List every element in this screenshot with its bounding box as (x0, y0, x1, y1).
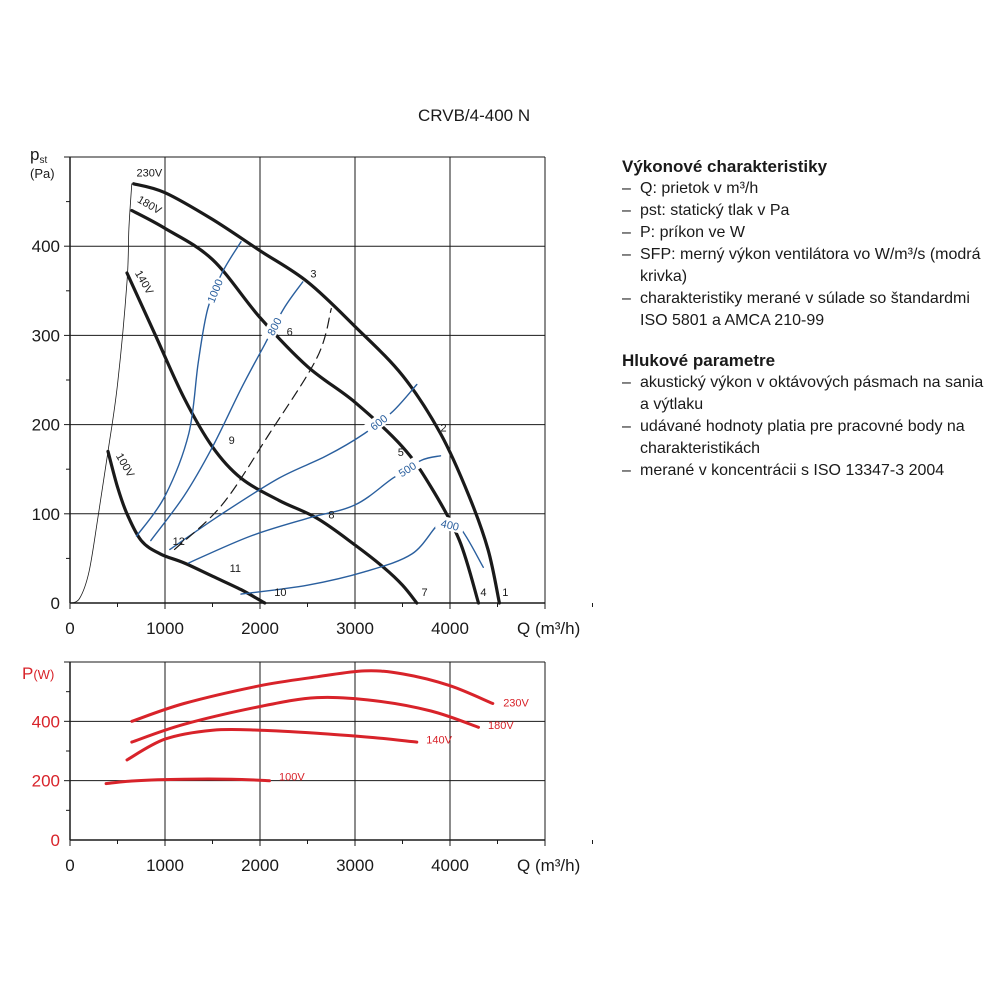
sfp-curve-500 (188, 455, 442, 564)
y-tick-label: 0 (51, 594, 60, 613)
point-label: 8 (328, 509, 334, 521)
limit-curve (69, 183, 133, 604)
sfp-label-bg (363, 408, 394, 436)
pressure-chart: 0 1000 2000 3000 4000 0 100 200 300 400 Q (m³/h) 10… (30, 145, 593, 638)
point-label: 12 (173, 536, 185, 548)
curve-label: 100V (113, 451, 137, 480)
legend-panel: Výkonové charakteristiky Q: prietok v m³/… (622, 156, 994, 482)
point-label: 11 (230, 563, 241, 575)
sfp-label: 1000 (206, 278, 226, 305)
sfp-curve-800 (150, 281, 304, 542)
x-tick-label: 2000 (241, 856, 279, 875)
legend-list: Q: prietok v m³/hpst: statický tlak v Pa… (622, 178, 994, 332)
legend-item: Q: prietok v m³/h (622, 178, 994, 200)
y-tick-label: 200 (32, 416, 60, 435)
y-axis-label-main: p (30, 145, 39, 164)
series-180V (130, 208, 481, 605)
x-tick-label: 4000 (431, 856, 469, 875)
y-axis-label-main: P (22, 664, 33, 683)
sfp-label-bg (261, 310, 287, 342)
curve-label: 180V (488, 720, 514, 732)
legend-item: pst: statický tlak v Pa (622, 200, 994, 222)
x-tick-label: 3000 (336, 856, 374, 875)
curve-label: 140V (426, 735, 452, 747)
legend-item: charakteristiky merané v súlade so štand… (622, 288, 994, 332)
x-tick-label: 3000 (336, 619, 374, 638)
point-label: 1 (502, 587, 508, 599)
legend-heading: Výkonové charakteristiky (622, 157, 828, 176)
legend-item: P: príkon ve W (622, 222, 994, 244)
series-230V (132, 182, 501, 605)
power-chart: 0 1000 2000 3000 4000 0 200 400 Q (m³/h) 230V 180V… (22, 661, 593, 875)
y-tick-label: 400 (32, 237, 60, 256)
y-tick-label: 300 (32, 326, 60, 345)
y-axis-unit: (W) (33, 667, 54, 682)
curve-label: 100V (279, 772, 305, 784)
series-230V (130, 669, 495, 723)
curve-label: 230V (503, 698, 529, 710)
y-axis-label-sub: st (39, 155, 47, 166)
point-label: 5 (398, 447, 404, 459)
legend-item: SFP: merný výkon ventilátora vo W/m³/s (… (622, 244, 994, 288)
sfp-label-bg (203, 275, 226, 307)
x-tick-label: 4000 (431, 619, 469, 638)
y-axis-label: P(W) (22, 664, 54, 683)
series-140V (125, 727, 419, 762)
legend-item: udávané hodnoty platia pre pracovné body… (622, 416, 994, 460)
x-axis-label: Q (m³/h) (517, 619, 580, 638)
y-axis-unit: (Pa) (30, 166, 55, 181)
x-tick-label: 0 (65, 856, 74, 875)
series-100V (106, 449, 267, 605)
legend-heading: Hlukové parametre (622, 351, 776, 370)
x-tick-label: 1000 (146, 856, 184, 875)
legend-item: akustický výkon v oktávových pásmach na … (622, 372, 994, 416)
curve-label: 230V (137, 168, 163, 180)
x-tick-label: 1000 (146, 619, 184, 638)
point-label: 9 (229, 435, 235, 447)
legend-section: Výkonové charakteristiky Q: prietok v m³/… (622, 156, 994, 332)
dashed-curve (173, 308, 332, 551)
sfp-label-bg (391, 455, 423, 482)
y-tick-label: 400 (32, 712, 60, 731)
x-tick-label: 2000 (241, 619, 279, 638)
series-180V (130, 695, 480, 744)
legend-item: merané v koncentrácii s ISO 13347-3 2004 (622, 460, 994, 482)
series-140V (125, 271, 419, 605)
sfp-label: 400 (439, 518, 460, 534)
point-label: 2 (441, 423, 447, 435)
x-tick-label: 0 (65, 619, 74, 638)
sfp-label-bg (434, 514, 466, 534)
sfp-curve-600 (169, 383, 418, 551)
point-label: 3 (310, 268, 316, 280)
legend-list: akustický výkon v oktávových pásmach na … (622, 372, 994, 482)
point-label: 4 (480, 587, 486, 599)
point-label: 7 (422, 587, 428, 599)
y-tick-label: 0 (51, 831, 60, 850)
legend-section: Hlukové parametre akustický výkon v oktáv… (622, 350, 994, 482)
chart-title: CRVB/4-400 N (418, 106, 530, 125)
point-label: 10 (274, 587, 286, 599)
y-axis-label: pst (30, 145, 47, 166)
y-tick-label: 100 (32, 505, 60, 524)
point-label: 6 (287, 326, 293, 338)
y-tick-label: 200 (32, 772, 60, 791)
sfp-curve-1000 (135, 241, 242, 537)
series-100V (104, 777, 271, 786)
x-axis-label: Q (m³/h) (517, 856, 580, 875)
